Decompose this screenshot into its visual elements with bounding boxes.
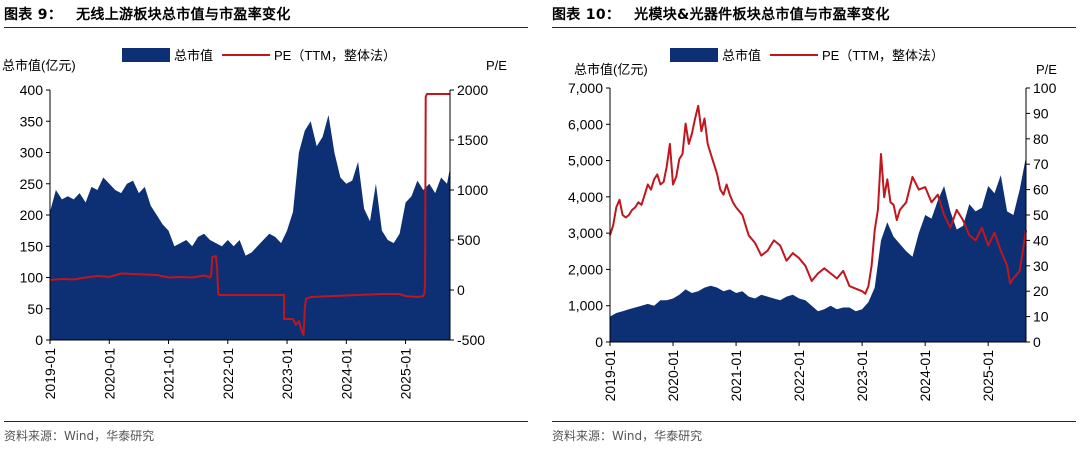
- x-tick-label: 2025-01: [398, 348, 414, 400]
- y-tick-label-left: 100: [20, 270, 44, 286]
- y-tick-label-right: 0: [457, 282, 465, 298]
- y-tick-label-left: 250: [20, 176, 44, 192]
- x-tick-label: 2025-01: [980, 350, 996, 402]
- legend-label-market-cap: 总市值: [722, 48, 761, 63]
- chart-left: 0 50 100 150 200 250 300 350 400 -500 0 500 1000 1500…: [2, 48, 507, 400]
- y-tick-label-right: 50: [1033, 207, 1049, 223]
- chart-title: 图表 10： 光模块&光器件板块总市值与市盈率变化: [552, 4, 890, 24]
- x-tick-label: 2021-01: [161, 348, 177, 400]
- y-axis-title-right: P/E: [1036, 62, 1057, 77]
- y-tick-label-left: 6,000: [568, 116, 603, 132]
- legend-label-pe: PE（TTM，整体法）: [274, 48, 396, 63]
- y-tick-label-left: 200: [20, 207, 44, 223]
- x-tick-label: 2022-01: [791, 350, 807, 402]
- y-tick-label-right: 0: [1033, 334, 1041, 350]
- x-tick-label: 2023-01: [854, 350, 870, 402]
- source-rule: [4, 421, 528, 422]
- y-tick-label-right: 1500: [457, 132, 488, 148]
- y-tick-label-right: 60: [1033, 182, 1049, 198]
- y-axis-title-left: 总市值(亿元): [2, 58, 76, 73]
- chart-title-text: 光模块&光器件板块总市值与市盈率变化: [634, 7, 890, 23]
- legend-label-market-cap: 总市值: [174, 48, 213, 63]
- y-tick-label-right: -500: [457, 332, 485, 348]
- x-tick-label: 2021-01: [728, 350, 744, 402]
- source-rule: [552, 421, 1076, 422]
- y-tick-label-right: 90: [1033, 105, 1049, 121]
- x-tick-label: 2024-01: [338, 348, 354, 400]
- figure-number: 图表 9：: [4, 7, 63, 23]
- y-tick-label-right: 10: [1033, 309, 1049, 325]
- y-tick-label-left: 2,000: [568, 261, 603, 277]
- chart-title-text: 无线上游板块总市值与市盈率变化: [76, 7, 291, 23]
- y-tick-label-left: 400: [20, 82, 44, 98]
- y-tick-label-right: 80: [1033, 131, 1049, 147]
- x-tick-label: 2019-01: [42, 348, 58, 400]
- chart-panel-right: 图表 10： 光模块&光器件板块总市值与市盈率变化 0 1,000 2,000 3,00…: [552, 0, 1080, 472]
- legend-label-pe: PE（TTM，整体法）: [822, 48, 944, 63]
- y-tick-label-right: 20: [1033, 283, 1049, 299]
- y-axis-title-right: P/E: [486, 58, 507, 73]
- y-tick-label-left: 3,000: [568, 225, 603, 241]
- y-tick-label-left: 50: [27, 301, 43, 317]
- y-tick-label-right: 500: [457, 232, 481, 248]
- y-tick-label-left: 5,000: [568, 153, 603, 169]
- figure-number: 图表 10：: [552, 7, 621, 23]
- y-tick-label-left: 1,000: [568, 298, 603, 314]
- chart-panel-left: 图表 9： 无线上游板块总市值与市盈率变化 0 50 100 150 200 250 300 3…: [2, 0, 532, 472]
- source-note: 资料来源：Wind，华泰研究: [4, 429, 155, 443]
- source-note: 资料来源：Wind，华泰研究: [552, 429, 703, 443]
- y-tick-label-right: 2000: [457, 82, 488, 98]
- x-tick-label: 2019-01: [602, 350, 618, 402]
- x-tick-label: 2024-01: [917, 350, 933, 402]
- y-tick-label-right: 100: [1033, 80, 1057, 96]
- y-tick-label-left: 4,000: [568, 189, 603, 205]
- y-tick-label-left: 300: [20, 145, 44, 161]
- y-tick-label-left: 350: [20, 113, 44, 129]
- legend-swatch-area: [122, 48, 170, 62]
- title-rule: [552, 27, 1076, 28]
- y-tick-label-right: 30: [1033, 258, 1049, 274]
- market-cap-area: [50, 115, 450, 340]
- chart-title: 图表 9： 无线上游板块总市值与市盈率变化: [4, 4, 291, 24]
- y-tick-label-right: 70: [1033, 156, 1049, 172]
- y-tick-label-left: 0: [35, 332, 43, 348]
- x-tick-label: 2020-01: [665, 350, 681, 402]
- y-tick-label-left: 150: [20, 238, 44, 254]
- y-axis-title-left: 总市值(亿元): [574, 62, 648, 77]
- pe-line: [49, 93, 450, 336]
- y-tick-label-right: 1000: [457, 182, 488, 198]
- y-tick-label-left: 0: [595, 334, 603, 350]
- x-tick-label: 2022-01: [220, 348, 236, 400]
- market-cap-area: [610, 156, 1026, 342]
- title-rule: [4, 27, 528, 28]
- x-tick-label: 2020-01: [101, 348, 117, 400]
- pe-line: [609, 104, 1027, 295]
- legend-swatch-area: [670, 48, 718, 62]
- x-tick-label: 2023-01: [279, 348, 295, 400]
- chart-right: 0 1,000 2,000 3,000 4,000 5,000 6,000 7,000 0 10 2…: [568, 48, 1057, 402]
- y-tick-label-left: 7,000: [568, 80, 603, 96]
- y-tick-label-right: 40: [1033, 232, 1049, 248]
